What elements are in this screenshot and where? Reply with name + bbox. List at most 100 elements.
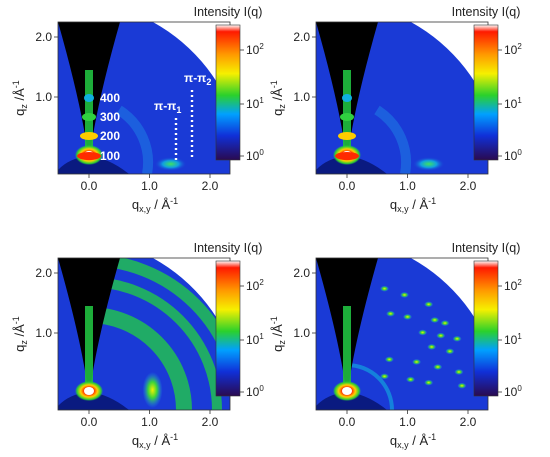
- pi-pi-peak: [154, 157, 187, 171]
- colorbar: [473, 24, 499, 161]
- bragg-spot: [424, 301, 434, 308]
- colorbar-title: Intensity I(q): [452, 241, 521, 255]
- x-label-unit: / Å: [409, 197, 429, 212]
- y-tick-label: 2.0: [293, 266, 310, 280]
- colorbar-tick-exp: 0: [517, 384, 522, 393]
- meridian-streak: [85, 306, 93, 398]
- colorbar-tick-exp: 0: [259, 148, 264, 157]
- colorbar-tick-base: 10: [504, 385, 518, 399]
- colorbar-tick-label: 102: [504, 42, 522, 57]
- y-tick-label: 1.0: [35, 326, 52, 340]
- colorbar: [215, 260, 241, 397]
- y-label-sub: z: [277, 104, 287, 109]
- y-label-symbol: q: [270, 345, 285, 352]
- giwaxs-pattern-a: [58, 22, 230, 174]
- y-label-symbol: q: [12, 345, 27, 352]
- bragg-spot: [399, 291, 409, 298]
- colorbar-tick-exp: 1: [259, 96, 264, 105]
- y-tick-label: 2.0: [35, 30, 52, 44]
- x-tick-label: 1.0: [399, 179, 416, 193]
- pi-pi-2-label: π-π2: [184, 71, 211, 87]
- panel-c: 0.0 1.0 2.02.01.0qx,y / Å-1qz /Å-1c)Intens…: [11, 241, 264, 450]
- colorbar: [215, 24, 241, 161]
- y-tick-label: 1.0: [35, 90, 52, 104]
- pi-pi-arc: [116, 105, 154, 174]
- x-tick-label: 2.0: [460, 179, 477, 193]
- diffraction-ring: [88, 277, 222, 410]
- colorbar-tick-base: 10: [246, 43, 260, 57]
- colorbar-tick-base: 10: [504, 333, 518, 347]
- x-tick-label: 1.0: [141, 179, 158, 193]
- bragg-spot: [384, 356, 394, 363]
- y-label-symbol: q: [12, 109, 27, 116]
- bragg-spot: [380, 285, 390, 292]
- bragg-spot: [436, 332, 446, 339]
- x-label-sub: x,y: [397, 440, 409, 450]
- x-label-exp: -1: [170, 196, 178, 206]
- y-label-unit: /Å: [270, 324, 285, 340]
- y-label-unit: /Å: [12, 88, 27, 104]
- colorbar-tick-label: 100: [246, 384, 264, 399]
- x-tick-label: 2.0: [460, 415, 477, 429]
- x-tick-label: 1.0: [141, 415, 158, 429]
- x-label-exp: -1: [428, 196, 436, 206]
- colorbar-tick-label: 101: [504, 332, 522, 347]
- x-label-symbol: q: [390, 433, 397, 448]
- x-label-sub: x,y: [139, 204, 151, 214]
- x-axis-label: qx,y / Å-1: [132, 196, 178, 214]
- y-tick-label: 1.0: [293, 326, 310, 340]
- lamellar-peak: [340, 113, 354, 121]
- colorbar-title: Intensity I(q): [194, 5, 263, 19]
- colorbar: [473, 260, 499, 397]
- y-tick-label: 1.0: [293, 90, 310, 104]
- x-axis-label: qx,y / Å-1: [132, 432, 178, 450]
- colorbar-tick-base: 10: [504, 279, 518, 293]
- colorbar-tick-exp: 1: [517, 332, 522, 341]
- colorbar-title: Intensity I(q): [452, 5, 521, 19]
- x-label-sub: x,y: [139, 440, 151, 450]
- colorbar-tick-exp: 0: [259, 384, 264, 393]
- bragg-spot: [452, 335, 462, 342]
- specular-core: [342, 387, 352, 395]
- pi-pi-1-label: π-π1: [154, 99, 181, 115]
- y-label-symbol: q: [270, 109, 285, 116]
- y-axis-label: qz /Å-1: [269, 316, 287, 352]
- colorbar-tick-base: 10: [504, 97, 518, 111]
- colorbar-tick-exp: 2: [259, 42, 264, 51]
- x-label-exp: -1: [428, 432, 436, 442]
- y-tick-label: 2.0: [35, 266, 52, 280]
- colorbar-tick-exp: 0: [517, 148, 522, 157]
- giwaxs-pattern-c: [58, 258, 230, 410]
- lamellar-order-label: 400: [100, 91, 120, 105]
- pi-pi-1-text: π-π: [154, 99, 176, 113]
- bragg-spot: [440, 320, 450, 327]
- y-label-exp: -1: [11, 316, 21, 324]
- x-axis-label: qx,y / Å-1: [390, 432, 436, 450]
- colorbar-tick-base: 10: [504, 149, 518, 163]
- horizon-shadow: [316, 392, 387, 410]
- x-label-unit: / Å: [409, 433, 429, 448]
- bragg-spot: [430, 316, 440, 323]
- x-label-symbol: q: [132, 433, 139, 448]
- y-label-exp: -1: [269, 316, 279, 324]
- x-label-sub: x,y: [397, 204, 409, 214]
- diffraction-ring: [88, 307, 192, 410]
- x-tick-label: 1.0: [399, 415, 416, 429]
- colorbar-title: Intensity I(q): [194, 241, 263, 255]
- panel-letter: c): [190, 268, 205, 287]
- bragg-spot: [403, 313, 412, 320]
- panel-b: 0.0 1.0 2.02.01.0qx,y / Å-1qz /Å-1b)Intens…: [269, 5, 522, 214]
- lamellar-order-label: 100: [100, 149, 120, 163]
- y-tick-label: 2.0: [293, 30, 310, 44]
- x-tick-label: 0.0: [81, 415, 98, 429]
- y-label-unit: /Å: [12, 324, 27, 340]
- colorbar-tick-label: 100: [246, 148, 264, 163]
- panel-a: 0.0 1.0 2.02.01.0qx,y / Å-1qz /Å-1a)Intens…: [11, 5, 264, 214]
- colorbar-tick-label: 100: [504, 148, 522, 163]
- colorbar-tick-label: 100: [504, 384, 522, 399]
- pi-pi-peak: [412, 157, 445, 171]
- horizon-shadow: [316, 156, 387, 174]
- lamellar-peak: [335, 152, 359, 160]
- colorbar-tick-label: 101: [246, 332, 264, 347]
- lamellar-peak: [82, 113, 96, 121]
